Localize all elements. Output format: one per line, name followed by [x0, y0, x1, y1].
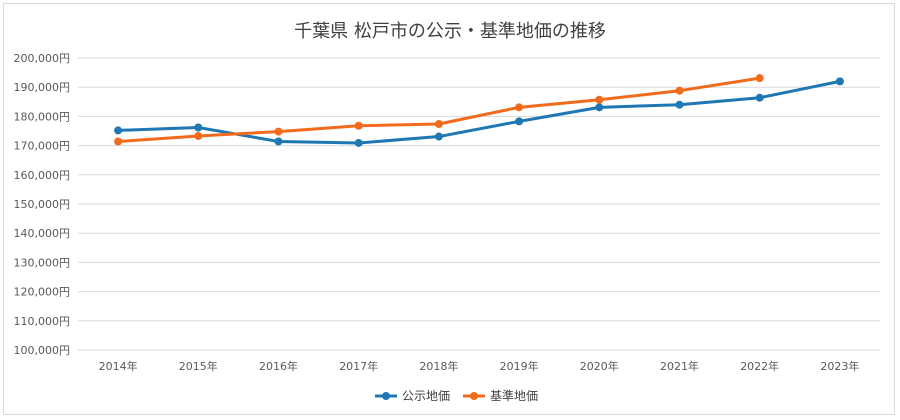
- y-tick-label: 170,000円: [14, 140, 71, 153]
- data-point: [755, 74, 764, 83]
- y-tick-label: 180,000円: [14, 110, 71, 123]
- x-tick-label: 2019年: [500, 359, 539, 373]
- legend-item: 公示地価: [375, 389, 450, 403]
- y-tick-label: 160,000円: [14, 169, 71, 182]
- chart-frame: [3, 3, 895, 415]
- x-tick-label: 2023年: [820, 359, 859, 373]
- x-tick-label: 2018年: [419, 359, 458, 373]
- data-point: [434, 132, 443, 141]
- x-tick-label: 2022年: [740, 359, 779, 373]
- data-point: [274, 137, 283, 146]
- data-point: [675, 100, 684, 109]
- chart-title: 千葉県 松戸市の公示・基準地価の推移: [294, 21, 606, 42]
- x-tick-label: 2021年: [660, 359, 699, 373]
- grid-lines: [78, 57, 880, 351]
- series-2: [114, 74, 764, 146]
- data-point: [274, 127, 283, 136]
- y-tick-label: 110,000円: [14, 315, 71, 328]
- data-point: [515, 103, 524, 112]
- x-tick-label: 2015年: [179, 359, 218, 373]
- legend-label: 公示地価: [402, 389, 450, 403]
- legend-swatch-marker: [382, 392, 390, 400]
- series-1: [114, 77, 844, 147]
- x-tick-label: 2017年: [339, 359, 378, 373]
- data-point: [354, 138, 363, 147]
- data-point: [675, 86, 684, 95]
- x-axis-ticks: 2014年 2015年 2016年 2017年 2018年 2019年 2020年 2021年…: [99, 359, 860, 373]
- legend-item: 基準地価: [463, 388, 538, 403]
- data-point: [595, 103, 604, 112]
- y-tick-label: 140,000円: [14, 227, 71, 240]
- data-point: [595, 95, 604, 104]
- y-tick-label: 200,000円: [14, 52, 71, 65]
- data-point: [194, 131, 203, 140]
- series-layer: [114, 74, 844, 147]
- data-point: [114, 126, 123, 135]
- data-point: [194, 123, 203, 132]
- data-point: [835, 77, 844, 86]
- y-axis-ticks: 100,000円 110,000円 120,000円 130,000円 140,000円…: [14, 52, 71, 357]
- legend-swatch-marker: [470, 392, 478, 400]
- y-tick-label: 130,000円: [14, 256, 71, 269]
- data-point: [114, 137, 123, 146]
- legend-label: 基準地価: [490, 388, 538, 403]
- y-tick-label: 150,000円: [14, 198, 71, 211]
- data-point: [755, 93, 764, 102]
- data-point: [515, 117, 524, 126]
- x-tick-label: 2020年: [580, 359, 619, 373]
- x-tick-label: 2014年: [99, 359, 138, 373]
- y-tick-label: 120,000円: [14, 286, 71, 299]
- data-point: [354, 121, 363, 130]
- y-tick-label: 100,000円: [14, 344, 71, 357]
- legend: 公示地価 基準地価: [375, 388, 538, 403]
- y-tick-label: 190,000円: [14, 81, 71, 94]
- x-tick-label: 2016年: [259, 359, 298, 373]
- data-point: [434, 119, 443, 128]
